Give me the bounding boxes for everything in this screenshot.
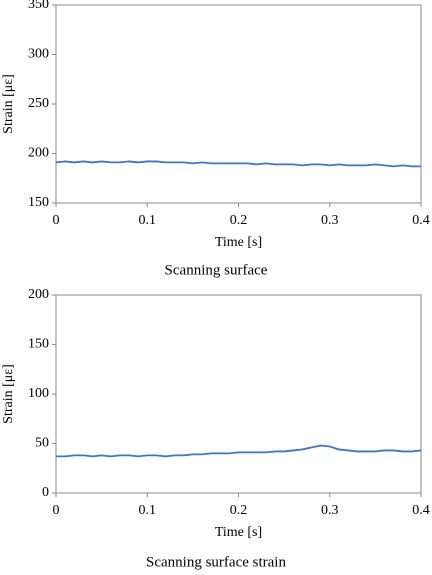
y-tick-label: 150 — [28, 337, 49, 352]
x-tick-label: 0.3 — [321, 213, 339, 228]
x-tick-label: 0 — [53, 503, 60, 518]
x-tick-label: 0.3 — [321, 503, 339, 518]
caption: Scanning surface — [165, 262, 268, 278]
y-tick-label: 100 — [28, 386, 49, 401]
x-axis-label: Time [s] — [215, 525, 262, 540]
x-tick-label: 0.4 — [412, 213, 430, 228]
y-tick-label: 200 — [28, 146, 49, 161]
x-axis-label: Time [s] — [215, 235, 262, 250]
x-tick-label: 0.4 — [412, 503, 430, 518]
y-tick-label: 0 — [42, 485, 49, 500]
y-axis-label: Strain [με] — [1, 364, 16, 424]
y-axis-label: Strain [με] — [1, 74, 16, 134]
data-line — [55, 160, 421, 168]
y-tick-label: 150 — [28, 195, 49, 210]
caption: Scanning surface strain — [146, 554, 286, 570]
x-tick-label: 0.2 — [230, 213, 248, 228]
data-line — [56, 444, 422, 458]
x-tick-label: 0.2 — [230, 503, 248, 518]
y-tick-label: 200 — [28, 287, 49, 302]
y-tick-label: 300 — [28, 47, 49, 62]
y-tick-label: 250 — [28, 96, 49, 111]
plot-frame — [55, 294, 422, 494]
y-tick-label: 50 — [35, 436, 49, 451]
x-tick-label: 0.1 — [139, 503, 157, 518]
x-tick-label: 0 — [53, 213, 60, 228]
plot-frame — [55, 4, 422, 204]
x-tick-label: 0.1 — [139, 213, 157, 228]
y-tick-label: 350 — [28, 0, 49, 12]
